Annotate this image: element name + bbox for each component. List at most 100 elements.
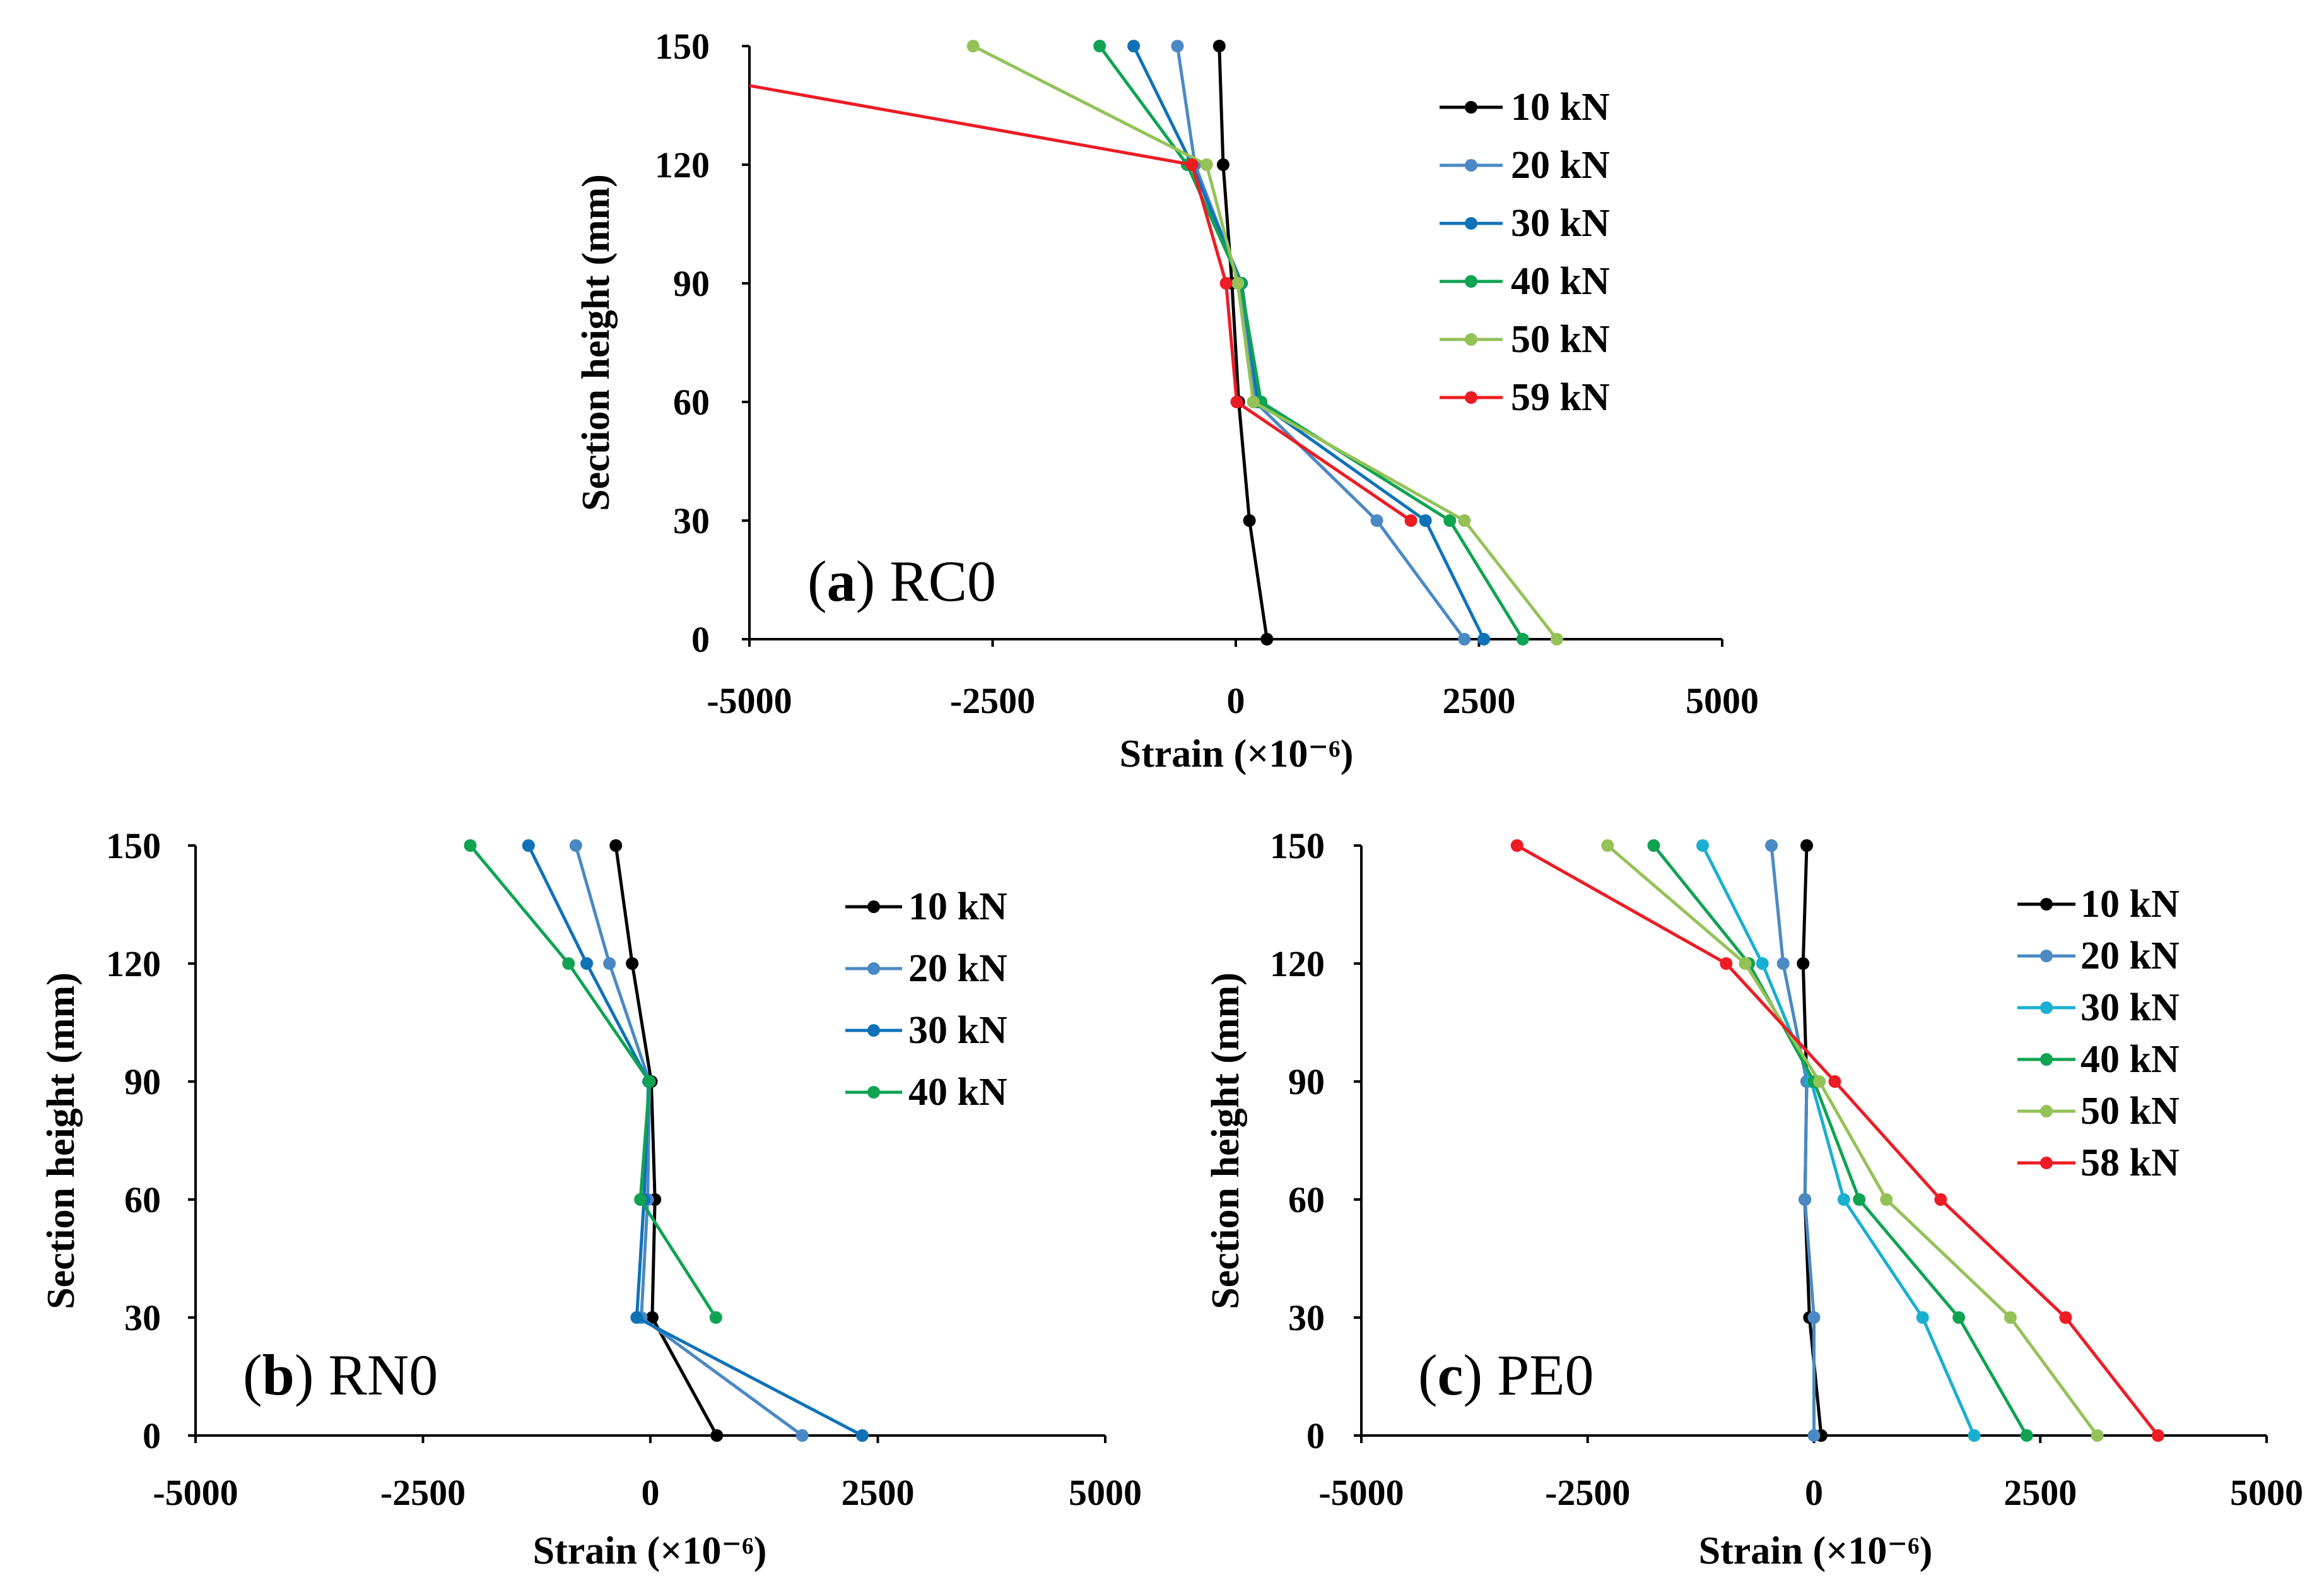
data-point-58-kn bbox=[2151, 1429, 2164, 1442]
data-point-40-kn bbox=[1443, 514, 1457, 527]
panel-label-open: ( bbox=[1418, 1343, 1438, 1407]
x-tick-label: 5000 bbox=[2230, 1472, 2303, 1513]
x-tick-label: 5000 bbox=[1069, 1472, 1142, 1513]
x-axis-label: Strain (×10⁻⁶) bbox=[1699, 1530, 1933, 1572]
data-point-50-kn bbox=[1880, 1193, 1893, 1206]
series-line-50-kn bbox=[1606, 844, 2099, 1437]
data-point-50-kn bbox=[2004, 1311, 2017, 1324]
legend-label: 30 kN bbox=[1511, 202, 1610, 245]
data-point-20-kn bbox=[569, 839, 582, 852]
series-line-50-kn bbox=[972, 44, 1558, 640]
y-tick-label: 30 bbox=[124, 1297, 161, 1338]
legend-item-20-kn: 20 kN bbox=[845, 947, 1007, 990]
y-tick-label: 120 bbox=[1270, 943, 1325, 984]
data-point-58-kn bbox=[1934, 1193, 1947, 1206]
data-point-10-kn bbox=[645, 1311, 659, 1324]
x-tick-label: -5000 bbox=[707, 680, 792, 721]
data-point-50-kn bbox=[1550, 633, 1563, 646]
data-point-50-kn bbox=[1813, 1075, 1826, 1088]
series-20-kn bbox=[569, 839, 809, 1442]
legend-label: 10 kN bbox=[908, 885, 1007, 928]
legend-item-10-kn: 10 kN bbox=[2017, 883, 2180, 926]
legend-label: 20 kN bbox=[1511, 144, 1610, 187]
data-point-58-kn bbox=[2059, 1311, 2072, 1324]
series-50-kn bbox=[1601, 839, 2104, 1442]
data-point-20-kn bbox=[1807, 1311, 1821, 1324]
legend-swatch-marker bbox=[1465, 217, 1477, 230]
legend-item-59-kn: 59 kN bbox=[1440, 376, 1610, 419]
series-line-30-kn bbox=[1132, 45, 1486, 640]
data-point-10-kn bbox=[1216, 158, 1229, 171]
data-point-30-kn bbox=[630, 1311, 643, 1324]
panel-label: (b) RN0 bbox=[243, 1343, 438, 1407]
legend-swatch-marker bbox=[1465, 101, 1477, 114]
y-tick-label: 90 bbox=[673, 263, 710, 304]
series-line-40-kn bbox=[469, 844, 717, 1319]
legend: 10 kN 20 kN 30 kN 40 kN 50 kN 58 kN bbox=[2017, 883, 2180, 1184]
x-tick-label: 0 bbox=[1805, 1472, 1823, 1513]
data-point-20-kn bbox=[1171, 40, 1184, 52]
legend-item-40-kn: 40 kN bbox=[845, 1071, 1007, 1114]
legend-swatch-marker bbox=[1465, 159, 1477, 172]
data-point-10-kn bbox=[1243, 514, 1256, 527]
data-point-50-kn bbox=[1200, 158, 1213, 171]
data-point-40-kn bbox=[562, 957, 575, 970]
legend-item-30-kn: 30 kN bbox=[1440, 202, 1610, 245]
series-10-kn bbox=[1212, 40, 1274, 646]
series-30-kn bbox=[522, 839, 869, 1442]
series-40-kn bbox=[1093, 40, 1529, 646]
data-point-59-kn bbox=[1230, 396, 1243, 408]
data-point-30-kn bbox=[1837, 1193, 1850, 1206]
data-point-58-kn bbox=[1510, 839, 1523, 852]
data-point-50-kn bbox=[2091, 1429, 2104, 1442]
panel-label-close: ) bbox=[295, 1343, 314, 1407]
legend-item-50-kn: 50 kN bbox=[1440, 318, 1610, 361]
panel-label-letter: b bbox=[262, 1343, 295, 1407]
series-line-30-kn bbox=[527, 844, 864, 1437]
data-point-20-kn bbox=[795, 1429, 809, 1442]
panel-label-name: PE0 bbox=[1482, 1343, 1593, 1407]
chart-panel-b-rn0: 0 30 60 90 120 150 -5000 -2500 0 2500 5000 Strain (… bbox=[40, 825, 1142, 1572]
legend-label: 10 kN bbox=[1511, 86, 1610, 129]
series-50-kn bbox=[966, 40, 1563, 646]
data-point-58-kn bbox=[1720, 957, 1733, 970]
data-point-10-kn bbox=[609, 839, 623, 852]
data-point-40-kn bbox=[2020, 1429, 2033, 1442]
legend-label: 50 kN bbox=[2080, 1090, 2180, 1133]
x-axis-label: Strain (×10⁻⁶) bbox=[1120, 733, 1354, 775]
chart-panel-c-pe0: 0 30 60 90 120 150 -5000 -2500 0 2500 5000 Strain (… bbox=[1204, 825, 2303, 1572]
data-point-30-kn bbox=[855, 1429, 869, 1442]
y-tick-label: 0 bbox=[691, 619, 710, 660]
y-tick-label: 60 bbox=[124, 1179, 161, 1220]
y-axis-label: Section height (mm) bbox=[575, 174, 618, 511]
legend-label: 20 kN bbox=[908, 947, 1007, 990]
x-tick-label: 0 bbox=[642, 1472, 660, 1513]
legend-item-10-kn: 10 kN bbox=[1440, 86, 1610, 129]
legend-swatch-marker bbox=[2040, 1105, 2053, 1117]
y-tick-label: 60 bbox=[673, 382, 710, 423]
legend-label: 20 kN bbox=[2080, 935, 2180, 977]
legend-item-20-kn: 20 kN bbox=[2017, 935, 2180, 977]
data-point-40-kn bbox=[1093, 40, 1106, 52]
panel-label-name: RN0 bbox=[314, 1343, 438, 1407]
data-point-20-kn bbox=[1370, 514, 1383, 527]
panel-label-close: ) bbox=[1463, 1343, 1482, 1407]
series-line-20-kn bbox=[574, 845, 804, 1437]
series-line-40-kn bbox=[1098, 45, 1525, 640]
data-point-20-kn bbox=[1807, 1429, 1821, 1442]
legend-item-30-kn: 30 kN bbox=[2017, 986, 2180, 1029]
data-point-40-kn bbox=[709, 1311, 722, 1324]
data-point-40-kn bbox=[1516, 633, 1529, 646]
legend-label: 30 kN bbox=[2080, 986, 2180, 1029]
legend-swatch-marker bbox=[867, 900, 880, 913]
data-point-40-kn bbox=[1952, 1311, 1966, 1324]
panel-label-open: ( bbox=[243, 1343, 262, 1407]
data-point-40-kn bbox=[1853, 1193, 1866, 1206]
data-point-58-kn bbox=[1828, 1075, 1841, 1088]
legend-swatch-marker bbox=[867, 1024, 880, 1037]
data-point-50-kn bbox=[1231, 277, 1245, 290]
legend-item-20-kn: 20 kN bbox=[1440, 144, 1610, 187]
legend: 10 kN 20 kN 30 kN 40 kN 50 kN 59 kN bbox=[1440, 86, 1610, 419]
x-tick-label: 5000 bbox=[1686, 680, 1759, 721]
